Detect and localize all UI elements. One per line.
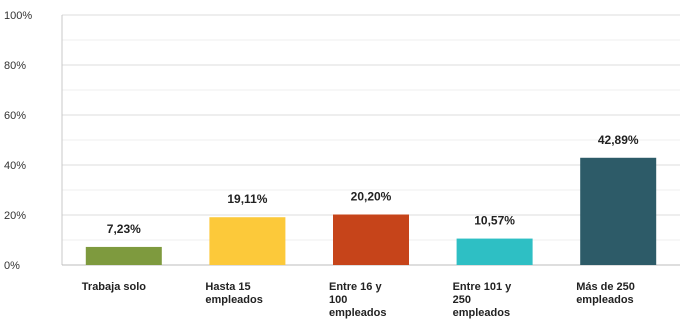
category-label-line: Entre 101 y bbox=[453, 281, 513, 293]
category-label: Hasta 15 empleados bbox=[205, 281, 262, 306]
y-tick-label: 60% bbox=[4, 110, 26, 122]
category-label-line: empleados bbox=[205, 294, 262, 306]
bar bbox=[209, 217, 286, 265]
category-label-line: Entre 16 y bbox=[329, 281, 382, 293]
data-label: 7,23% bbox=[107, 222, 141, 236]
category-label-line: empleados bbox=[576, 294, 633, 306]
category-label: Trabaja solo bbox=[82, 281, 146, 293]
y-tick-label: 80% bbox=[4, 60, 26, 72]
bar bbox=[456, 238, 533, 265]
y-tick-label: 100% bbox=[4, 10, 32, 22]
y-tick-label: 20% bbox=[4, 210, 26, 222]
category-label-line: Hasta 15 bbox=[205, 281, 250, 293]
category-label-line: empleados bbox=[453, 307, 510, 319]
category-label-line: Más de 250 bbox=[576, 281, 635, 293]
category-label-line: empleados bbox=[329, 307, 386, 319]
data-label: 10,57% bbox=[474, 214, 515, 228]
y-tick-label: 0% bbox=[4, 260, 20, 272]
bar bbox=[333, 214, 409, 265]
category-label: Entre 101 y 250 empleados bbox=[453, 281, 513, 319]
y-tick-label: 40% bbox=[4, 160, 26, 172]
category-label: Más de 250 empleados bbox=[576, 281, 635, 306]
category-label-line: 100 bbox=[329, 294, 347, 306]
data-label: 42,89% bbox=[598, 133, 639, 147]
category-label-line: Trabaja solo bbox=[82, 281, 146, 293]
category-label: Entre 16 y 100 empleados bbox=[329, 281, 386, 319]
bar bbox=[580, 157, 657, 265]
data-label: 20,20% bbox=[351, 190, 392, 204]
bar bbox=[85, 246, 162, 265]
data-label: 19,11% bbox=[227, 192, 267, 206]
category-label-line: 250 bbox=[453, 294, 471, 306]
